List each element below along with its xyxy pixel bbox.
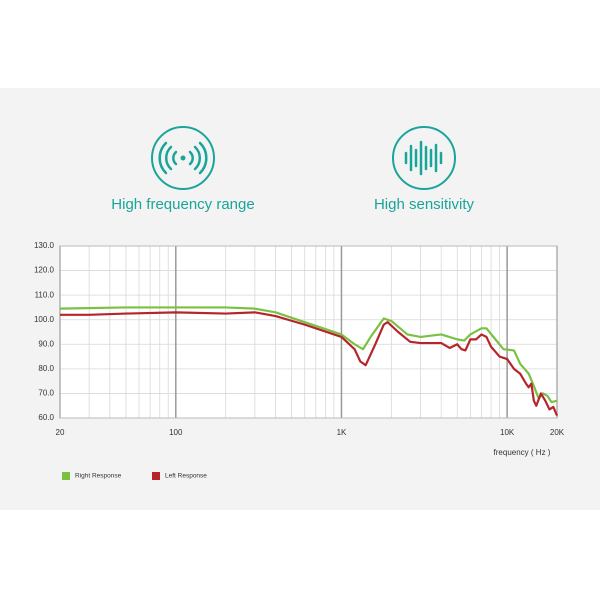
legend-swatch bbox=[62, 472, 70, 480]
x-tick-label: 100 bbox=[169, 428, 183, 437]
x-axis-label: frequency ( Hz ) bbox=[494, 448, 551, 457]
plot-border bbox=[59, 245, 558, 419]
response-line bbox=[59, 306, 558, 404]
response-line bbox=[60, 311, 559, 416]
icon-frequency bbox=[151, 126, 215, 190]
y-tick-label: 130.0 bbox=[34, 241, 55, 250]
legend-swatch bbox=[152, 472, 160, 480]
feature-label: High frequency range bbox=[111, 196, 254, 213]
legend-label: Left Response bbox=[165, 473, 207, 480]
legend-label: Right Response bbox=[75, 473, 122, 480]
y-tick-label: 70.0 bbox=[38, 389, 54, 398]
y-tick-label: 100.0 bbox=[34, 315, 55, 324]
x-tick-label: 1K bbox=[337, 428, 347, 437]
icon-sensitivity bbox=[392, 126, 456, 190]
y-tick-label: 60.0 bbox=[38, 413, 54, 422]
y-tick-label: 120.0 bbox=[34, 266, 55, 275]
x-tick-label: 20K bbox=[550, 428, 565, 437]
x-tick-label: 10K bbox=[500, 428, 515, 437]
x-tick-label: 20 bbox=[56, 428, 65, 437]
feature-label: High sensitivity bbox=[374, 196, 475, 213]
y-tick-label: 110.0 bbox=[35, 290, 55, 299]
plot-area bbox=[60, 246, 557, 418]
y-tick-label: 80.0 bbox=[38, 364, 54, 373]
y-tick-label: 90.0 bbox=[38, 339, 54, 348]
